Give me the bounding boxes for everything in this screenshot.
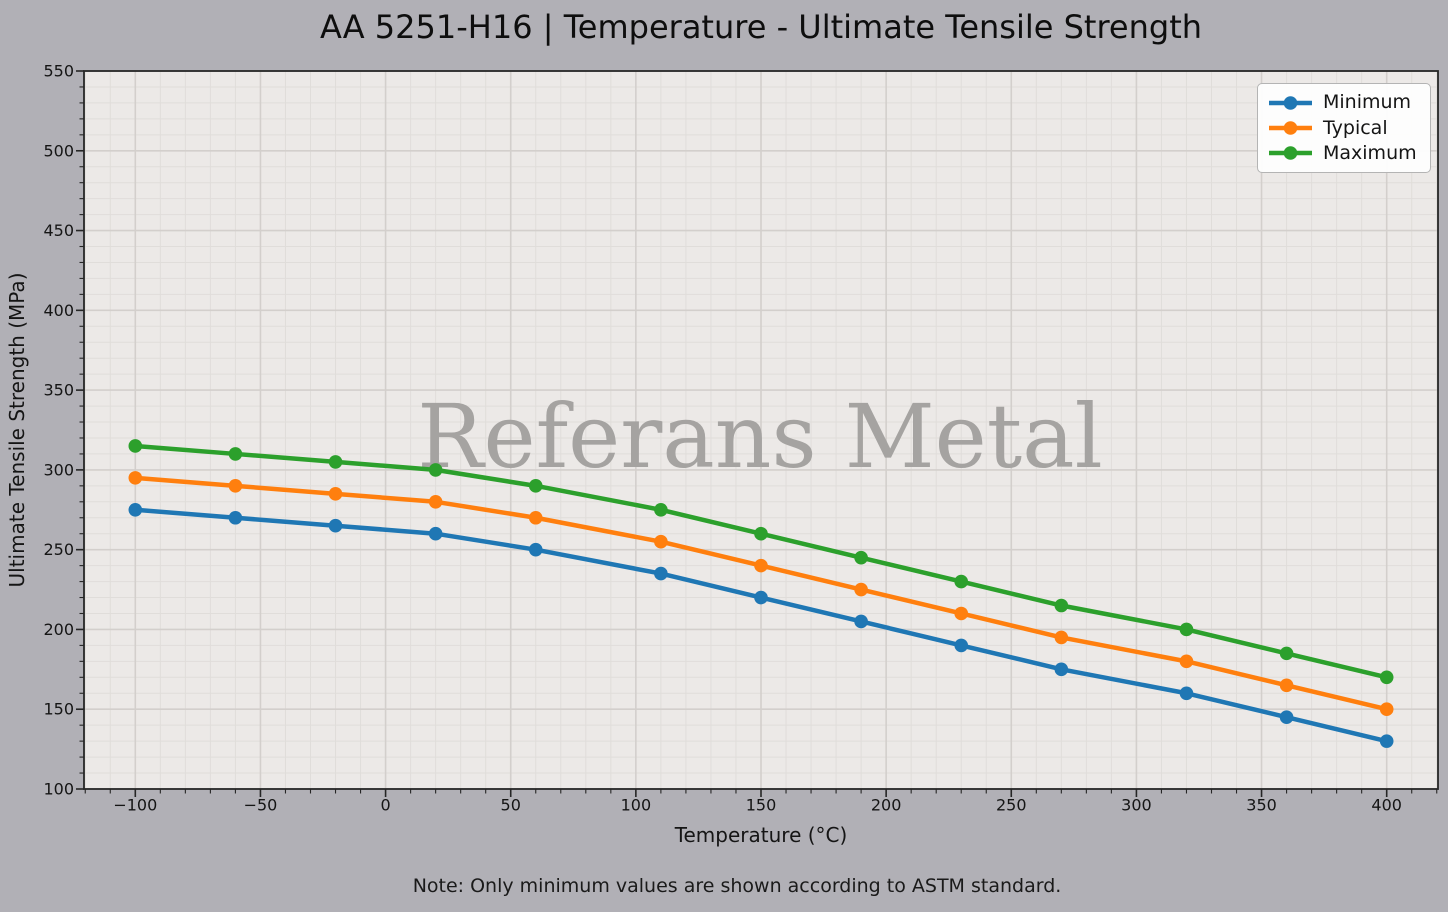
y-tick-label: 200	[43, 620, 74, 639]
marker-typical	[1279, 678, 1294, 693]
marker-typical	[954, 606, 969, 621]
marker-typical	[528, 510, 543, 525]
marker-minimum	[528, 542, 543, 557]
legend: Minimum Typical Maximum	[1257, 83, 1431, 173]
y-tick-label: 100	[43, 780, 74, 799]
marker-maximum	[328, 455, 343, 469]
x-tick-label: 50	[501, 796, 521, 815]
y-tick-label: 350	[43, 381, 74, 400]
x-tick-label: −100	[113, 796, 157, 815]
marker-minimum	[1379, 734, 1394, 748]
marker-minimum	[854, 614, 868, 629]
marker-minimum	[1054, 662, 1069, 677]
marker-typical	[754, 558, 768, 573]
marker-maximum	[654, 502, 668, 517]
x-tick-label: 400	[1371, 796, 1402, 815]
y-axis-label: Ultimate Tensile Strength (MPa)	[5, 273, 29, 588]
legend-label-minimum: Minimum	[1323, 91, 1412, 114]
x-tick-label: 350	[1246, 796, 1277, 815]
marker-typical	[128, 471, 143, 485]
y-tick-label: 400	[43, 301, 74, 320]
marker-typical	[1379, 702, 1394, 717]
x-tick-label: 100	[621, 796, 652, 815]
legend-label-maximum: Maximum	[1323, 141, 1417, 164]
x-tick-label: 300	[1121, 796, 1152, 815]
x-tick-label: 200	[871, 796, 902, 815]
legend-label-typical: Typical	[1323, 116, 1388, 139]
marker-minimum	[128, 502, 143, 517]
marker-maximum	[1054, 598, 1069, 613]
x-tick-label: −50	[244, 796, 278, 815]
marker-typical	[854, 582, 868, 597]
y-tick-label: 300	[43, 460, 74, 479]
marker-typical	[654, 534, 668, 549]
legend-swatch-maximum-icon	[1269, 146, 1312, 161]
y-tick-label: 250	[43, 540, 74, 559]
marker-minimum	[428, 526, 443, 541]
marker-typical	[1054, 630, 1069, 645]
marker-minimum	[1179, 686, 1194, 701]
legend-item-maximum: Maximum	[1267, 141, 1421, 164]
watermark-text: Referans Metal	[417, 385, 1102, 488]
marker-minimum	[754, 590, 768, 605]
legend-item-typical: Typical	[1267, 116, 1421, 139]
legend-swatch-minimum-icon	[1269, 95, 1312, 110]
marker-maximum	[1179, 622, 1194, 637]
marker-minimum	[1279, 710, 1294, 724]
legend-item-minimum: Minimum	[1267, 93, 1421, 112]
x-tick-label: 0	[380, 796, 390, 815]
marker-maximum	[754, 526, 768, 541]
footnote: Note: Only minimum values are shown acco…	[412, 875, 1062, 897]
marker-maximum	[128, 439, 143, 453]
marker-typical	[228, 479, 243, 493]
axis-ticks	[76, 70, 1438, 797]
chart-title: AA 5251-H16 | Temperature - Ultimate Ten…	[319, 8, 1203, 46]
legend-swatch-typical-icon	[1269, 121, 1312, 135]
marker-maximum	[1279, 646, 1294, 661]
marker-typical	[1179, 654, 1194, 669]
marker-typical	[428, 495, 443, 509]
marker-minimum	[228, 510, 243, 525]
y-tick-label: 550	[43, 62, 74, 81]
axis-tick-labels: −100 −50 0 50 100 150 200 250 300 350 400 100 150 200…	[43, 62, 1402, 815]
marker-maximum	[428, 463, 443, 477]
y-tick-label: 450	[43, 221, 74, 240]
marker-maximum	[954, 574, 969, 589]
series-layer	[128, 439, 1394, 748]
marker-minimum	[328, 518, 343, 533]
y-tick-label: 500	[43, 141, 74, 160]
marker-maximum	[228, 447, 243, 461]
marker-typical	[328, 487, 343, 501]
marker-minimum	[954, 638, 969, 653]
y-tick-label: 150	[43, 700, 74, 719]
marker-maximum	[528, 479, 543, 493]
marker-maximum	[1379, 670, 1394, 685]
x-tick-label: 250	[996, 796, 1027, 815]
x-axis-label: Temperature (°C)	[674, 823, 848, 847]
marker-minimum	[654, 566, 668, 581]
x-tick-label: 150	[746, 796, 777, 815]
marker-maximum	[854, 550, 868, 565]
